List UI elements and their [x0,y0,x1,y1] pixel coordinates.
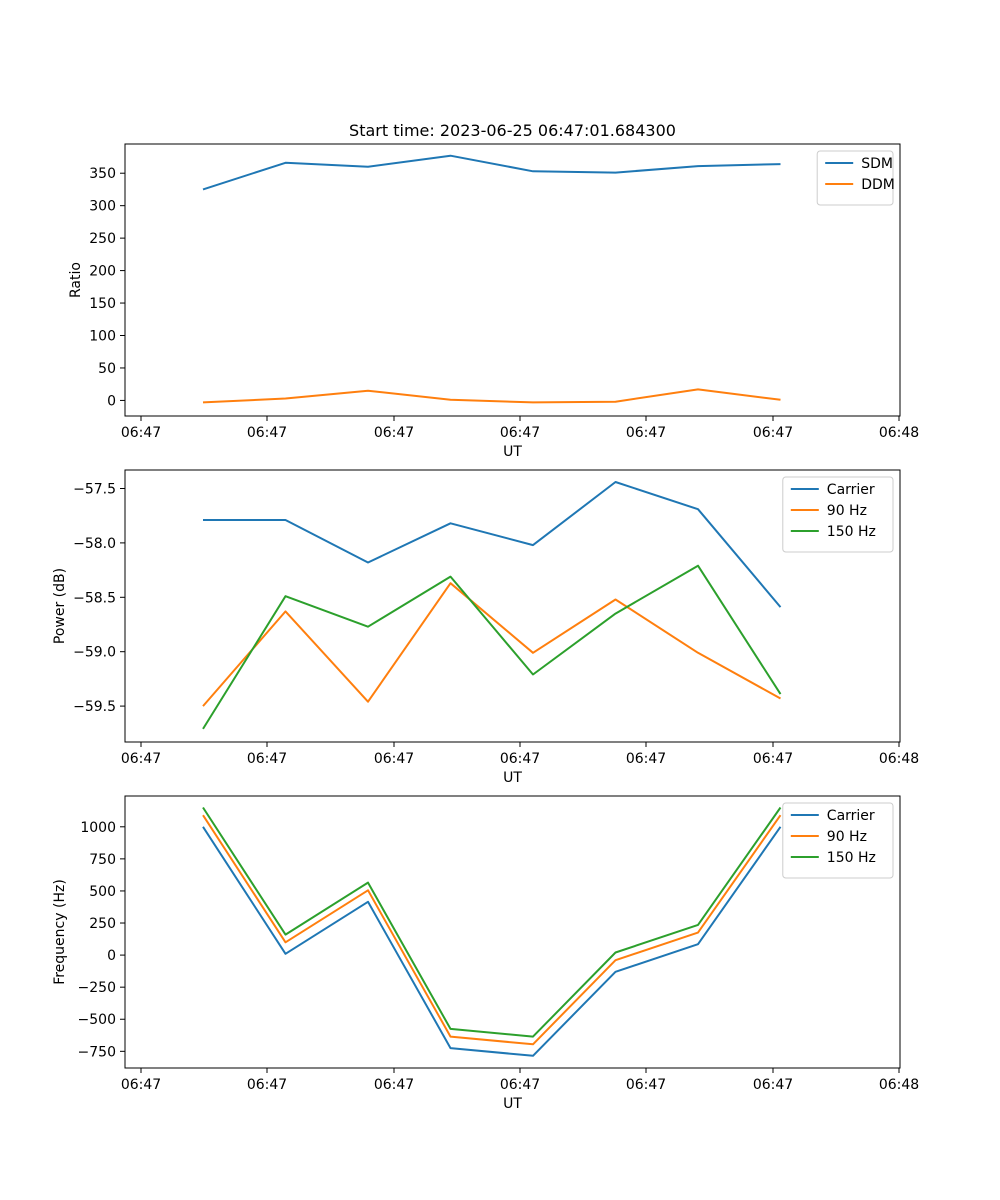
y-tick-label: 200 [89,264,116,280]
y-axis-label: Power (dB) [52,568,68,644]
x-tick-label: 06:47 [121,425,161,441]
y-tick-label: 0 [107,393,116,409]
y-tick-label: 0 [107,948,116,964]
x-tick-label: 06:47 [374,751,414,767]
series-line-90-hz [202,582,781,707]
x-tick-label: 06:47 [500,425,540,441]
series-line-sdm [202,154,781,191]
x-tick-label: 06:47 [500,751,540,767]
y-tick-label: 350 [89,166,116,182]
y-tick-label: −59.0 [73,645,116,661]
legend: SDM DDM [816,150,895,206]
legend-box [782,476,894,553]
y-tick-label: 500 [89,884,116,900]
legend-label: 90 Hz [827,503,867,519]
series-line-90-hz [202,814,782,1046]
y-tick-label: 150 [89,296,116,312]
x-tick-label: 06:47 [626,1077,666,1093]
x-tick-label: 06:48 [879,751,919,767]
y-tick-label: 50 [98,361,116,377]
y-tick-label: 250 [89,916,116,932]
series-line-150-hz [202,806,782,1038]
y-tick-label: −58.0 [73,536,116,552]
y-tick-label: 100 [89,329,116,345]
x-tick-label: 06:47 [247,751,287,767]
y-tick-label: −750 [78,1044,116,1060]
series-line-carrier [202,826,782,1057]
legend-label: Carrier [827,482,875,498]
legend-label: 90 Hz [827,829,867,845]
y-axis-label: Frequency (Hz) [52,879,68,985]
y-tick-label: −57.5 [73,481,116,497]
x-tick-label: 06:47 [374,1077,414,1093]
series-line-carrier [203,481,782,608]
legend-label: SDM [861,156,893,172]
plot-frame [124,469,901,743]
legend-label: Carrier [827,808,875,824]
y-tick-label: −500 [78,1012,116,1028]
x-tick-label: 06:47 [121,1077,161,1093]
y-tick-label: −59.5 [73,699,116,715]
y-tick-label: −58.5 [73,590,116,606]
x-tick-label: 06:47 [121,751,161,767]
x-tick-label: 06:47 [753,751,793,767]
y-tick-label: 750 [89,852,116,868]
x-axis-label: UT [503,444,522,460]
x-tick-label: 06:47 [247,1077,287,1093]
y-axis-label: Ratio [68,262,84,298]
subplot-3: 06:47 06:47 06:47 06:47 06:47 06:47 06:48 UT −75… [52,795,919,1112]
legend-label: DDM [861,177,895,193]
chart-title: Start time: 2023-06-25 06:47:01.684300 [349,121,676,140]
y-tick-label: 300 [89,199,116,215]
y-tick-label: 250 [89,231,116,247]
x-axis-label: UT [503,1096,522,1112]
x-tick-label: 06:47 [626,425,666,441]
x-tick-label: 06:47 [626,751,666,767]
x-tick-label: 06:47 [753,425,793,441]
legend: Carrier 90 Hz 150 Hz [782,802,894,879]
x-axis-label: UT [503,770,522,786]
legend-box [816,150,894,206]
x-tick-label: 06:47 [247,425,287,441]
y-tick-label: 1000 [80,820,116,836]
series-line-ddm [202,388,781,404]
subplot-1: Start time: 2023-06-25 06:47:01.684300 06… [68,121,919,460]
x-tick-label: 06:47 [753,1077,793,1093]
x-tick-label: 06:47 [500,1077,540,1093]
legend-label: 150 Hz [827,524,876,540]
y-tick-label: −250 [78,980,116,996]
x-tick-label: 06:47 [374,425,414,441]
series-line-150-hz [202,564,782,730]
subplot-2: 06:47 06:47 06:47 06:47 06:47 06:47 06:48 UT −59… [52,469,919,786]
x-tick-label: 06:48 [879,1077,919,1093]
plot-frame [124,143,901,417]
legend: Carrier 90 Hz 150 Hz [782,476,894,553]
plot-frame [124,795,901,1069]
legend-label: 150 Hz [827,850,876,866]
x-tick-label: 06:48 [879,425,919,441]
legend-box [782,802,894,879]
